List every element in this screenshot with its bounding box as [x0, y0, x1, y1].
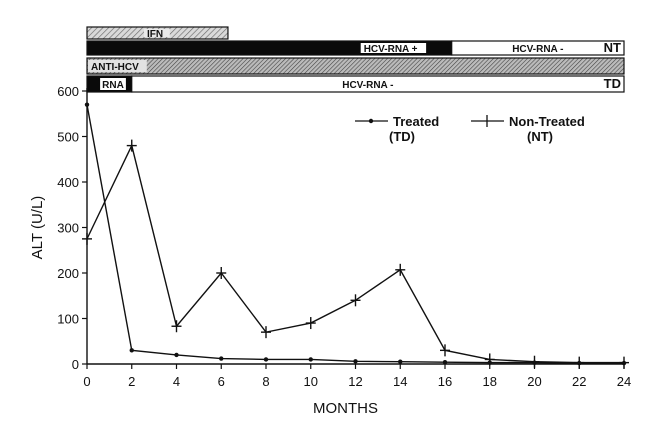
- annotation-bar-2: ANTI-HCV: [86, 57, 625, 75]
- annotation-bar-3: RNA HCV-RNA - TD: [86, 75, 625, 93]
- y-tick-label: 500: [57, 130, 79, 145]
- annotation-bar-0: IFN: [86, 26, 229, 40]
- annotation-bar-1: HCV-RNA + HCV-RNA - NT: [86, 40, 625, 56]
- annotation-label: RNA: [102, 80, 124, 91]
- x-tick-label: 16: [438, 374, 452, 389]
- x-axis-title: MONTHS: [313, 400, 378, 417]
- annotation-label: HCV-RNA +: [364, 44, 418, 55]
- data-point: [442, 359, 448, 365]
- x-tick-label: 18: [483, 374, 497, 389]
- data-point: [484, 353, 495, 366]
- x-tick-label: 0: [83, 374, 90, 389]
- x-tick-label: 12: [348, 374, 362, 389]
- annotation-label-bg: [144, 29, 170, 37]
- legend-label: Treated: [393, 114, 439, 129]
- annotation-segment: [131, 75, 625, 93]
- data-point: [261, 326, 271, 339]
- x-tick-label: 4: [173, 374, 180, 389]
- data-point: [171, 320, 182, 333]
- x-tick-label: 20: [527, 374, 541, 389]
- x-tick-label: 14: [393, 374, 407, 389]
- x-tick-label: 8: [262, 374, 269, 389]
- data-point: [529, 355, 540, 368]
- data-point: [353, 359, 358, 364]
- x-tick-label: 6: [218, 374, 225, 389]
- data-point: [174, 352, 179, 358]
- x-tick-label: 10: [304, 374, 318, 389]
- annotation-label-bg: [360, 43, 427, 53]
- data-point: [350, 294, 361, 307]
- annotation-label-bg: [88, 60, 147, 72]
- x-tick-label: 24: [617, 374, 631, 389]
- series-line: [86, 143, 624, 364]
- legend-sublabel: (TD): [389, 129, 415, 144]
- data-point: [82, 232, 92, 245]
- legend-marker: [368, 118, 374, 124]
- x-tick-label: 2: [128, 374, 135, 389]
- data-point: [308, 357, 313, 362]
- annotation-label-bg: [100, 78, 126, 90]
- chart-axes: 0 2 4 6 8 10 12 14 16 18 20 22 240100200300400500600…: [29, 84, 631, 417]
- annotation-bars: IFN HCV-RNA + HCV-RNA - NT ANTI-HCV RNA HCV-RN…: [86, 26, 625, 93]
- annotation-segment: [451, 40, 625, 56]
- y-tick-label: 300: [57, 221, 79, 236]
- data-point: [84, 102, 90, 107]
- legend-item-non-treated: Non-Treated(NT): [471, 114, 585, 144]
- data-point: [129, 348, 134, 353]
- y-axis-title: ALT (U/L): [29, 196, 46, 260]
- annotation-label: IFN: [147, 29, 163, 40]
- data-point: [619, 356, 629, 369]
- chart-legend: Treated(TD) Non-Treated(NT): [355, 114, 585, 144]
- y-tick-label: 100: [57, 312, 79, 327]
- annotation-label: HCV-RNA -: [512, 44, 563, 55]
- y-tick-label: 600: [57, 84, 79, 99]
- data-point: [574, 356, 585, 369]
- annotation-label: ANTI-HCV: [91, 62, 139, 73]
- series-non-treated: [82, 139, 629, 369]
- annotation-segment: [86, 57, 625, 75]
- annotation-label: HCV-RNA -: [342, 80, 393, 91]
- data-point: [395, 263, 406, 276]
- legend-sublabel: (NT): [527, 129, 553, 144]
- data-point: [305, 317, 316, 330]
- legend-label: Non-Treated: [509, 114, 585, 129]
- x-tick-label: 22: [572, 374, 586, 389]
- legend-item-treated: Treated(TD): [355, 114, 439, 144]
- y-tick-label: 400: [57, 175, 79, 190]
- annotation-label: TD: [604, 76, 621, 91]
- y-tick-label: 0: [72, 357, 79, 372]
- data-point: [398, 359, 403, 364]
- data-point: [263, 357, 269, 362]
- chart-series: [82, 102, 629, 369]
- data-point: [216, 267, 227, 279]
- data-point: [440, 344, 450, 357]
- data-point: [126, 139, 137, 152]
- annotation-label: NT: [604, 40, 621, 55]
- data-point: [219, 356, 224, 361]
- y-tick-label: 200: [57, 266, 79, 281]
